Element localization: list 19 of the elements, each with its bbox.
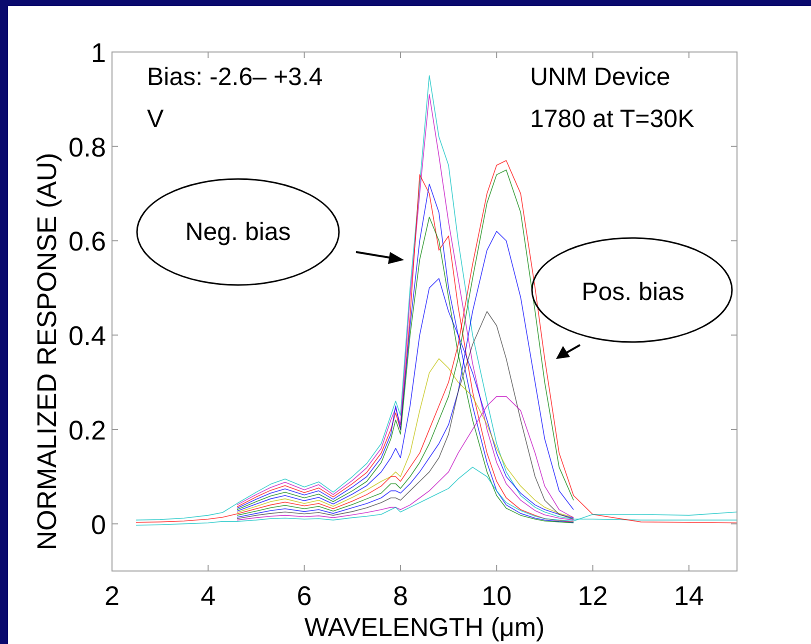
x-tick-label: 6 [296, 581, 312, 611]
annotation: Neg. bias [185, 218, 291, 246]
x-axis-title: WAVELENGTH (μm) [304, 612, 545, 642]
x-tick-label: 10 [482, 581, 512, 611]
x-tick-label: 2 [104, 581, 120, 611]
y-tick-label: 0.6 [68, 226, 106, 257]
y-tick-label: 0 [90, 510, 106, 540]
annotation: Pos. bias [582, 278, 684, 306]
y-tick-label: 0.8 [68, 132, 106, 162]
annotation: Bias: -2.6– +3.4 V [147, 63, 323, 133]
x-tick-label: 12 [578, 581, 608, 611]
x-tick-label: 14 [674, 581, 704, 611]
x-tick-label: 4 [200, 581, 216, 611]
annotation: UNM Device 1780 at T=30K [530, 63, 695, 133]
y-tick-label: 1 [90, 38, 106, 68]
y-tick-label: 0.4 [68, 321, 106, 352]
x-tick-label: 8 [392, 581, 408, 611]
y-axis-title: NORMALIZED RESPONSE (AU) [32, 152, 62, 550]
y-tick-label: 0.2 [68, 415, 106, 446]
